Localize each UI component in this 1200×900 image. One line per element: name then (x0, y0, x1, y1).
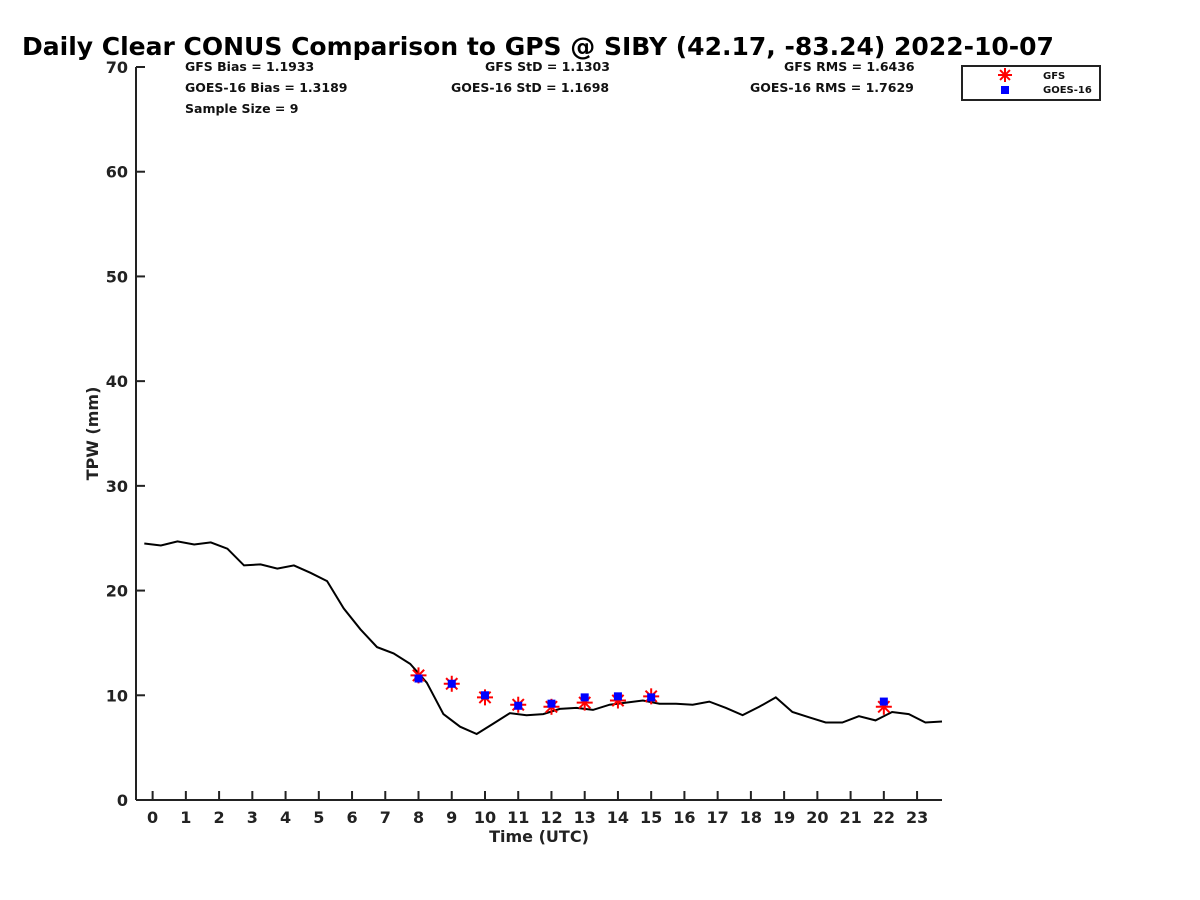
gps-tpw-line (144, 540, 943, 736)
y-tick-label: 50 (106, 267, 128, 286)
x-tick-label: 17 (707, 808, 729, 827)
chart-title: Daily Clear CONUS Comparison to GPS @ SI… (22, 32, 1054, 61)
stats-block: GFS Bias = 1.1933 GOES-16 Bias = 1.3189 … (185, 59, 915, 116)
y-tick-label: 0 (117, 791, 128, 810)
x-tick-label: 19 (773, 808, 795, 827)
legend: GFS GOES-16 (961, 65, 1101, 101)
x-tick-label: 3 (247, 808, 258, 827)
sample-size-text: Sample Size = 9 (185, 101, 298, 116)
gfs-bias-text: GFS Bias = 1.1933 (185, 59, 314, 74)
x-tick-label: 2 (214, 808, 225, 827)
x-tick-label: 4 (280, 808, 291, 827)
x-tick-label: 11 (507, 808, 529, 827)
goes-std-text: GOES-16 StD = 1.1698 (451, 80, 609, 95)
goes-bias-text: GOES-16 Bias = 1.3189 (185, 80, 347, 95)
goes16-point (480, 691, 489, 700)
goes16-point (879, 697, 888, 706)
x-tick-label: 16 (673, 808, 695, 827)
x-tick-label: 13 (574, 808, 596, 827)
x-tick-label: 6 (346, 808, 357, 827)
goes16-point (414, 674, 423, 683)
x-tick-label: 9 (446, 808, 457, 827)
x-tick-label: 22 (873, 808, 895, 827)
x-tick-label: 20 (806, 808, 828, 827)
legend-box (961, 65, 1101, 101)
goes16-point (647, 693, 656, 702)
x-tick-label: 10 (474, 808, 496, 827)
x-tick-label: 23 (906, 808, 928, 827)
gfs-std-text: GFS StD = 1.1303 (485, 59, 610, 74)
y-tick-label: 40 (106, 372, 128, 391)
y-tick-label: 10 (106, 686, 128, 705)
legend-gfs-label: GFS (1043, 71, 1065, 82)
x-tick-label: 18 (740, 808, 762, 827)
goes16-point (447, 679, 456, 688)
series-layer (144, 540, 943, 736)
y-tick-label: 60 (106, 163, 128, 182)
goes16-point (580, 693, 589, 702)
goes-rms-text: GOES-16 RMS = 1.7629 (750, 80, 914, 95)
x-tick-label: 12 (540, 808, 562, 827)
gfs-rms-text: GFS RMS = 1.6436 (784, 59, 915, 74)
y-tick-label: 30 (106, 477, 128, 496)
x-tick-label: 1 (180, 808, 191, 827)
x-tick-label: 15 (640, 808, 662, 827)
y-tick-label: 20 (106, 582, 128, 601)
x-tick-label: 21 (839, 808, 861, 827)
x-tick-label: 5 (313, 808, 324, 827)
legend-gfs-marker (998, 68, 1012, 82)
x-axis-label: Time (UTC) (489, 827, 589, 846)
legend-goes16-label: GOES-16 (1043, 85, 1092, 96)
y-axis-label: TPW (mm) (83, 387, 102, 481)
goes16-point (613, 692, 622, 701)
x-tick-label: 14 (607, 808, 629, 827)
legend-goes16-marker (1001, 86, 1009, 94)
x-tick-label: 7 (380, 808, 391, 827)
x-tick-label: 0 (147, 808, 158, 827)
goes16-point (514, 701, 523, 710)
y-tick-label: 70 (106, 58, 128, 77)
goes16-point (547, 699, 556, 708)
x-tick-label: 8 (413, 808, 424, 827)
